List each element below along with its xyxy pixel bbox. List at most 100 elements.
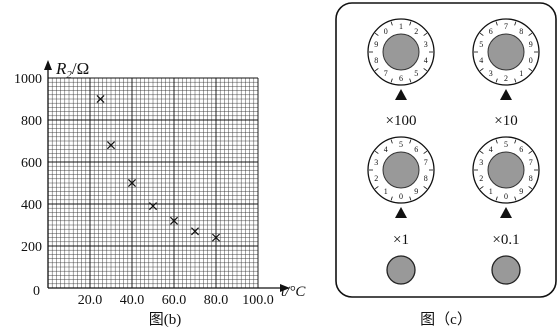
- dial-digit: 9: [414, 187, 418, 196]
- dial-digit: 5: [479, 40, 483, 49]
- dial-multiplier-label: ×1: [393, 232, 409, 248]
- dial-tick: [514, 139, 517, 144]
- dial-digit: 2: [479, 174, 483, 183]
- x-tick-label: 80.0: [204, 293, 229, 308]
- rt-graph: 200 400 600 800 1000 20.0 40.0 60.0 80.0 100.0 0…: [14, 59, 306, 328]
- dial-tick: [514, 21, 517, 26]
- dial-tick: [479, 186, 484, 190]
- dial-tick: [409, 78, 412, 83]
- dial-tick: [423, 32, 428, 36]
- y-tick-label: 1000: [14, 72, 42, 87]
- dial-digit: 9: [519, 187, 523, 196]
- y-tick-label: 400: [21, 198, 42, 213]
- dial-digit: 2: [414, 27, 418, 36]
- dial-digit: 4: [479, 56, 483, 65]
- x-axis-arrow: [280, 284, 290, 292]
- dial-knob[interactable]: [487, 151, 525, 189]
- y-tick-label: 200: [21, 240, 42, 255]
- dial-tick: [409, 196, 412, 201]
- dial-digit: 4: [489, 145, 493, 154]
- dial-digit: 4: [424, 56, 428, 65]
- dial-digit: 3: [479, 158, 483, 167]
- dial-tick: [409, 139, 412, 144]
- dial-digit: 8: [519, 27, 523, 36]
- data-point: [148, 202, 158, 211]
- y-tick-label: 600: [21, 156, 42, 171]
- dial-knob[interactable]: [487, 33, 525, 71]
- figure-c-caption: 图（c）: [420, 311, 472, 328]
- dial-multiplier-label: ×100: [386, 113, 417, 129]
- grid-fine: [47, 77, 259, 289]
- terminal-right[interactable]: [491, 255, 521, 285]
- dial-digit: 8: [374, 56, 378, 65]
- dial-tick: [409, 21, 412, 26]
- dial-3[interactable]: 0 12 34 5 67 89 ×1: [367, 136, 435, 248]
- dial-knob[interactable]: [382, 151, 420, 189]
- x-tick-label: 40.0: [120, 293, 145, 308]
- dial-tick: [423, 68, 428, 72]
- dial-tick: [374, 68, 379, 72]
- dials: 0123456789×1000123456789×100123456789×10…: [367, 18, 540, 248]
- dial-4[interactable]: 0 12 34 5 67 89 ×0.1: [472, 136, 540, 248]
- dial-digit: 0: [399, 192, 403, 201]
- x-tick-labels: 20.0 40.0 60.0 80.0 100.0: [78, 293, 274, 308]
- dial-pointer: [500, 89, 512, 100]
- dial-digit: 3: [374, 158, 378, 167]
- dial-multiplier-label: ×10: [494, 113, 517, 129]
- dial-digit: 5: [414, 69, 418, 78]
- dial-digit: 8: [424, 174, 428, 183]
- x-tick-label: 20.0: [78, 293, 103, 308]
- dial-multiplier-label: ×0.1: [492, 232, 519, 248]
- dial-tick: [528, 32, 533, 36]
- dial-knob[interactable]: [382, 33, 420, 71]
- x-axis-label: t/°C: [281, 284, 306, 300]
- data-point: [190, 227, 200, 236]
- dial-2[interactable]: 01 2 34 56 7 89 ×10: [472, 18, 540, 129]
- dial-tick: [495, 139, 498, 144]
- dial-tick: [528, 68, 533, 72]
- y-axis-arrow: [44, 60, 52, 70]
- dial-tick: [479, 32, 484, 36]
- dial-tick: [374, 150, 379, 154]
- figure-b-caption: 图(b): [149, 311, 182, 328]
- data-point: [96, 94, 105, 104]
- dial-tick: [374, 186, 379, 190]
- dial-tick: [390, 196, 393, 201]
- dial-tick: [528, 186, 533, 190]
- dial-digit: 0: [504, 192, 508, 201]
- dial-tick: [479, 150, 484, 154]
- dial-digit: 0: [529, 56, 533, 65]
- dial-tick: [423, 150, 428, 154]
- data-point: [211, 233, 221, 242]
- y-tick-label: 800: [21, 114, 42, 129]
- dial-tick: [479, 68, 484, 72]
- y-tick-labels: 200 400 600 800 1000: [14, 72, 42, 255]
- dial-tick: [495, 78, 498, 83]
- dial-digit: 8: [529, 174, 533, 183]
- dial-digit: 2: [504, 74, 508, 83]
- dial-pointer: [395, 207, 407, 218]
- dial-digit: 7: [504, 22, 508, 31]
- dial-digit: 1: [489, 187, 493, 196]
- dial-tick: [495, 21, 498, 26]
- data-points: [96, 94, 221, 242]
- dial-digit: 7: [384, 69, 388, 78]
- dial-digit: 6: [414, 145, 418, 154]
- dial-digit: 1: [399, 22, 403, 31]
- dial-digit: 9: [374, 40, 378, 49]
- terminal-left[interactable]: [386, 255, 416, 285]
- dial-digit: 4: [384, 145, 388, 154]
- dial-digit: 7: [529, 158, 533, 167]
- dial-digit: 6: [519, 145, 523, 154]
- dial-digit: 1: [519, 69, 523, 78]
- dial-tick: [423, 186, 428, 190]
- dial-digit: 2: [374, 174, 378, 183]
- dial-digit: 0: [384, 27, 388, 36]
- dial-digit: 9: [529, 40, 533, 49]
- dial-tick: [390, 78, 393, 83]
- dial-1[interactable]: 0 1 23 45 6 78 9 ×100: [367, 18, 435, 129]
- data-point: [127, 178, 137, 188]
- dial-digit: 5: [399, 140, 403, 149]
- y-axis-label: R2/Ω: [55, 59, 89, 81]
